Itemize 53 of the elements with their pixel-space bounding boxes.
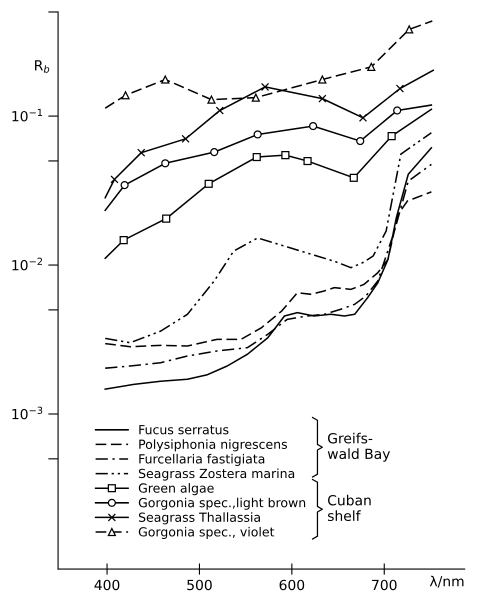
line-series <box>104 132 432 344</box>
point <box>318 94 326 103</box>
y-axis-title: R$_{b}$ <box>35 60 50 73</box>
legend-label: Seagrass Zostera marina <box>138 468 294 481</box>
legend-label: Polysiphonia nigrescens <box>139 439 288 452</box>
point <box>367 62 376 71</box>
point <box>210 148 218 156</box>
point <box>388 132 396 140</box>
legend-label: Furcellaria fastigiata <box>139 454 264 466</box>
line-series <box>104 147 432 390</box>
point <box>254 130 262 139</box>
point <box>260 82 270 92</box>
point <box>181 134 190 143</box>
point <box>204 180 213 188</box>
x-axis-title: λ/nm <box>430 576 464 588</box>
point <box>161 159 170 168</box>
legend-label: Gorgonia spec., violet <box>138 526 274 539</box>
point <box>137 148 146 157</box>
point <box>161 75 170 84</box>
point <box>358 114 368 122</box>
point <box>207 96 216 104</box>
y-tick-label: 10$^{−1}$ <box>12 108 42 122</box>
y-tick-label: 10$^{−3}$ <box>12 406 42 420</box>
point <box>121 91 130 100</box>
point <box>393 106 402 115</box>
point <box>405 25 414 34</box>
point <box>120 181 129 190</box>
point <box>110 175 119 184</box>
annotation: Greifs- wald Bay <box>328 432 390 462</box>
line-series <box>104 108 432 260</box>
point <box>252 94 260 102</box>
legend-label: Gorgonia spec.,light brown <box>138 498 306 510</box>
point <box>120 236 128 244</box>
point <box>350 174 358 182</box>
line-series <box>104 104 432 212</box>
point <box>216 106 224 115</box>
x-tick-label: 400 <box>94 580 120 590</box>
point <box>356 136 364 146</box>
point <box>281 151 290 160</box>
point <box>162 214 170 223</box>
annotation: Cuban shelf <box>328 494 371 522</box>
y-tick-label: 10$^{−2}$ <box>12 258 42 270</box>
x-tick-label: 700 <box>372 580 397 590</box>
point <box>303 156 312 166</box>
point <box>309 122 318 130</box>
point <box>318 75 326 84</box>
legend-label: Fucus serratus <box>139 425 228 434</box>
x-tick-label: 500 <box>187 580 212 590</box>
point <box>252 152 261 162</box>
point <box>396 84 404 93</box>
x-tick-label: 600 <box>280 580 304 590</box>
legend-label: Green algae <box>138 483 214 496</box>
legend-label: Seagrass Thallassia <box>138 512 260 524</box>
